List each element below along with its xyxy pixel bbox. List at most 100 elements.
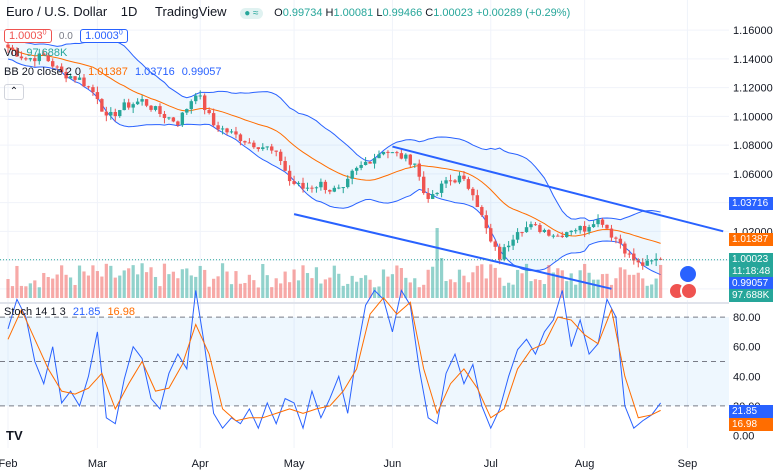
candle-body: [547, 229, 551, 236]
volume-bar: [422, 284, 426, 298]
candle-body: [64, 71, 68, 79]
price-tick-label: 1.06000: [733, 169, 773, 181]
volume-bar: [439, 258, 444, 298]
candle-body: [171, 117, 176, 122]
volume-bar: [417, 287, 421, 298]
volume-bar: [471, 272, 475, 298]
candle-body: [176, 121, 180, 126]
volume-bar: [609, 284, 614, 298]
volume-bar: [645, 285, 649, 298]
volume-bar: [225, 271, 229, 298]
candle-body: [319, 181, 323, 188]
volume-bar: [279, 283, 283, 298]
volume-bar: [542, 284, 546, 298]
volume-bar: [118, 275, 122, 298]
candle-body: [439, 183, 444, 193]
volume-bar: [153, 276, 158, 298]
volume-legend[interactable]: Vol 97.688K: [4, 47, 68, 59]
volume-bar: [19, 285, 24, 298]
tradingview-logo-icon[interactable]: TV: [6, 428, 23, 443]
candle-body: [600, 219, 605, 225]
candle-body: [529, 224, 533, 228]
eu-flag-icon[interactable]: [678, 264, 698, 284]
symbol-title[interactable]: Euro / U.S. Dollar: [6, 4, 108, 19]
candle-body: [243, 141, 247, 143]
candle-body: [556, 235, 560, 237]
candle-body: [24, 58, 28, 60]
candle-body: [417, 163, 421, 177]
trend-channel[interactable]: [0, 145, 729, 290]
volume-bar: [185, 268, 189, 298]
candle-body: [520, 232, 524, 234]
volume-bar: [578, 270, 582, 298]
time-tick-label: Sep: [678, 458, 698, 470]
time-tick-label: Apr: [192, 458, 209, 470]
volume-bar: [207, 286, 211, 298]
candle-body: [278, 151, 283, 162]
candle-body: [194, 95, 198, 102]
volume-bar: [198, 265, 202, 298]
time-tick-label: Aug: [575, 458, 595, 470]
volume-bar: [113, 277, 117, 298]
sell-button[interactable]: 1.00030: [4, 28, 52, 43]
volume-price-label: 97.688K: [729, 289, 773, 302]
volume-bar: [162, 263, 167, 298]
volume-bar: [261, 264, 265, 298]
candle-body: [91, 87, 95, 93]
volume-bar: [654, 278, 658, 298]
volume-bar: [462, 275, 466, 298]
price-tick-label: 1.12000: [733, 83, 773, 95]
candle-body: [587, 227, 591, 232]
volume-bar: [524, 263, 529, 298]
candle-body: [645, 260, 649, 266]
candle-body: [386, 151, 390, 153]
candle-body: [135, 101, 140, 105]
buy-button[interactable]: 1.00030: [80, 28, 128, 43]
candle-body: [234, 131, 238, 135]
volume-bar: [86, 275, 91, 298]
us-flag-icon[interactable]: [680, 282, 698, 300]
volume-bar: [605, 273, 609, 298]
candle-body: [565, 232, 569, 238]
stoch-legend[interactable]: Stoch 14 1 3 21.85 16.98: [4, 306, 135, 318]
collapse-legend-icon[interactable]: ⌃: [4, 84, 24, 100]
candle-body: [498, 246, 502, 260]
candle-body: [582, 225, 587, 232]
volume-bar: [82, 271, 86, 298]
candle-body: [310, 187, 314, 189]
bb-legend[interactable]: BB 20 close 2 0 1.01387 1.03716 0.99057: [4, 66, 222, 78]
volume-bar: [42, 272, 46, 298]
volume-bar: [212, 278, 216, 298]
candle-body: [430, 194, 435, 199]
candle-body: [77, 77, 82, 80]
candle-body: [404, 154, 408, 159]
candle-body: [435, 192, 439, 195]
candle-body: [229, 131, 234, 133]
volume-bar: [220, 263, 225, 298]
candle-body: [270, 146, 274, 151]
price-tick-label: 1.14000: [733, 54, 773, 66]
candle-body: [524, 227, 529, 233]
volume-bar: [328, 277, 332, 298]
candle-body: [10, 47, 15, 50]
interval[interactable]: 1D: [120, 4, 138, 19]
candle-body: [144, 99, 149, 106]
volume-bar: [167, 274, 171, 298]
candle-body: [538, 225, 542, 233]
stoch-tick-label: 40.00: [733, 371, 761, 383]
volume-bar: [158, 286, 162, 298]
candle-body: [42, 53, 46, 56]
candle-body: [649, 260, 654, 262]
volume-bar: [551, 272, 555, 298]
candle-body: [149, 105, 153, 110]
volume-bar: [359, 277, 363, 298]
candle-body: [462, 175, 466, 180]
bb-lower-line: [7, 58, 661, 276]
volume-bar: [283, 271, 287, 298]
candle-body: [15, 49, 19, 57]
volume-bar: [377, 286, 381, 298]
volume-bar: [274, 278, 278, 298]
candle-body: [292, 181, 296, 184]
volume-bar: [100, 276, 104, 298]
